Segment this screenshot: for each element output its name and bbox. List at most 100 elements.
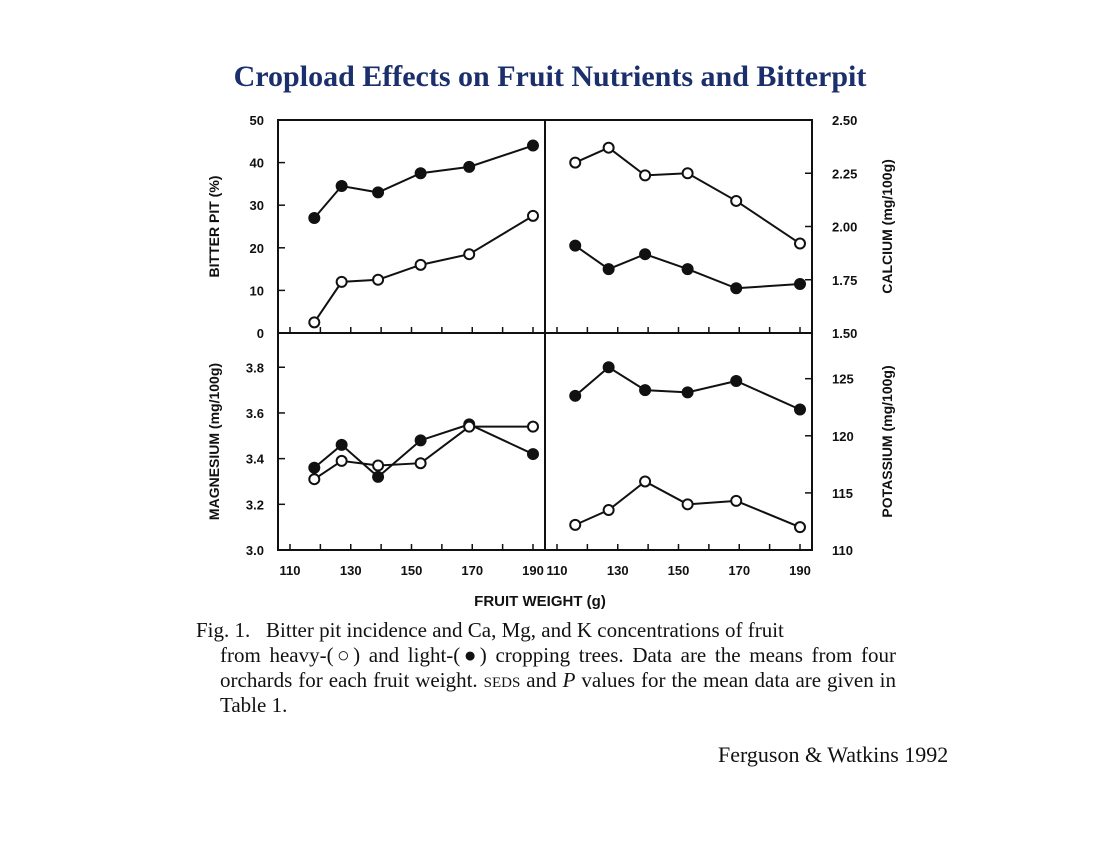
filled-data-point bbox=[527, 139, 539, 152]
filled-data-point bbox=[681, 263, 694, 276]
y-tick-label: 3.4 bbox=[246, 452, 265, 467]
filled-data-point bbox=[639, 248, 652, 261]
open-data-point bbox=[794, 237, 806, 250]
series-line-light bbox=[313, 423, 534, 479]
open-data-point bbox=[414, 258, 427, 271]
series-line-light bbox=[574, 244, 801, 290]
filled-data-point bbox=[730, 282, 743, 295]
series-line-heavy bbox=[313, 425, 533, 481]
y-tick-label: 30 bbox=[250, 198, 264, 213]
y-axis-label: CALCIUM (mg/100g) bbox=[879, 159, 895, 294]
y-tick-label: 3.8 bbox=[246, 360, 264, 375]
caption-text-5: and bbox=[526, 668, 557, 692]
x-tick-label: 130 bbox=[340, 563, 362, 578]
caption-open-symbol: ○ bbox=[333, 643, 354, 667]
slide-title: Cropload Effects on Fruit Nutrients and … bbox=[233, 60, 867, 93]
filled-data-point bbox=[308, 211, 321, 224]
filled-data-point bbox=[463, 160, 476, 173]
filled-data-point bbox=[569, 389, 582, 402]
y-tick-label: 1.75 bbox=[832, 273, 857, 288]
y-tick-label: 50 bbox=[250, 113, 264, 128]
filled-data-point bbox=[681, 386, 694, 399]
open-data-point bbox=[335, 275, 348, 288]
x-tick-label: 130 bbox=[607, 563, 629, 578]
x-tick-label: 110 bbox=[280, 563, 301, 578]
caption-p-symbol: P bbox=[562, 668, 576, 692]
caption-text-4: ) cropping trees. Data are the means fro… bbox=[220, 643, 897, 692]
filled-data-point bbox=[335, 438, 348, 451]
axis-labels: 0 10 20 30 40 50 BITTER PIT (%) 1.50 1.75 2.00 2.2… bbox=[206, 113, 895, 610]
y-tick-label: 3.0 bbox=[246, 543, 264, 558]
x-tick-label: 190 bbox=[522, 563, 544, 578]
filled-data-point bbox=[569, 239, 582, 252]
open-data-point bbox=[639, 475, 652, 488]
y-tick-label: 2.50 bbox=[832, 113, 857, 128]
y-tick-label: 2.00 bbox=[832, 220, 857, 235]
caption-text-1: Bitter pit incidence and Ca, Mg, and K c… bbox=[266, 618, 784, 642]
open-data-point bbox=[730, 494, 743, 507]
filled-data-point bbox=[602, 361, 615, 374]
filled-data-point bbox=[602, 263, 615, 276]
y-tick-label: 115 bbox=[832, 486, 853, 501]
y-tick-label: 110 bbox=[832, 543, 853, 558]
y-axis-label: BITTER PIT (%) bbox=[206, 176, 222, 278]
filled-data-point bbox=[414, 167, 427, 180]
caption-text-2: from heavy-( bbox=[220, 643, 334, 667]
series-line-light bbox=[574, 366, 801, 411]
filled-data-point bbox=[372, 186, 385, 199]
open-data-point bbox=[308, 316, 321, 329]
y-axis-label: MAGNESIUM (mg/100g) bbox=[206, 363, 222, 520]
y-tick-label: 1.50 bbox=[832, 326, 857, 341]
filled-data-point bbox=[730, 374, 743, 387]
open-data-point bbox=[681, 167, 694, 180]
open-data-point bbox=[794, 521, 806, 534]
open-data-point bbox=[335, 454, 348, 467]
figure-caption: Fig. 1. Bitter pit incidence and Ca, Mg,… bbox=[196, 618, 896, 718]
filled-data-point bbox=[527, 448, 539, 461]
open-data-point bbox=[372, 273, 385, 286]
open-data-point bbox=[681, 498, 694, 511]
open-data-point bbox=[372, 459, 385, 472]
filled-data-point bbox=[794, 403, 806, 416]
open-data-point bbox=[527, 420, 539, 433]
open-data-point bbox=[602, 504, 615, 517]
open-data-point bbox=[602, 141, 615, 154]
series-line-heavy bbox=[313, 214, 534, 323]
open-data-point bbox=[527, 209, 539, 222]
filled-data-point bbox=[335, 180, 348, 193]
series-line-heavy bbox=[574, 480, 801, 529]
caption-filled-symbol: ● bbox=[460, 643, 480, 667]
y-tick-label: 0 bbox=[257, 326, 264, 341]
y-tick-label: 125 bbox=[832, 372, 854, 387]
open-data-point bbox=[639, 169, 652, 182]
x-tick-label: 170 bbox=[728, 563, 750, 578]
caption-text-6: values for the mean data are given in Ta… bbox=[220, 668, 897, 717]
open-data-point bbox=[569, 156, 582, 169]
y-tick-label: 3.6 bbox=[246, 406, 264, 421]
y-axis-label: POTASSIUM (mg/100g) bbox=[879, 365, 895, 517]
y-tick-label: 3.2 bbox=[246, 497, 264, 512]
y-tick-label: 20 bbox=[250, 241, 264, 256]
x-tick-label: 170 bbox=[461, 563, 483, 578]
filled-data-point bbox=[639, 384, 652, 397]
y-tick-label: 40 bbox=[250, 156, 264, 171]
x-tick-label: 110 bbox=[547, 563, 568, 578]
open-data-point bbox=[463, 248, 476, 261]
y-tick-label: 2.25 bbox=[832, 166, 857, 181]
series-line-light bbox=[313, 144, 534, 219]
citation-credit: Ferguson & Watkins 1992 bbox=[718, 742, 949, 767]
y-tick-label: 120 bbox=[832, 429, 854, 444]
open-data-point bbox=[463, 420, 476, 433]
filled-data-point bbox=[308, 461, 321, 474]
caption-text-3: ) and light-( bbox=[353, 643, 461, 667]
open-data-point bbox=[308, 473, 321, 486]
open-data-point bbox=[414, 457, 427, 470]
caption-fig-label: Fig. 1. bbox=[196, 618, 251, 642]
open-data-point bbox=[730, 194, 743, 207]
chart-marks bbox=[308, 139, 806, 534]
filled-data-point bbox=[414, 434, 427, 447]
panel-frames bbox=[277, 119, 813, 551]
open-data-point bbox=[569, 518, 582, 531]
series-line-heavy bbox=[574, 146, 801, 245]
